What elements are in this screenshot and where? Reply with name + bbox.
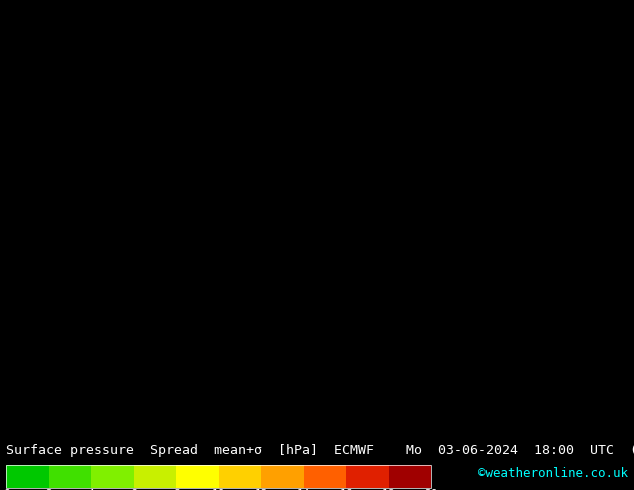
Text: 2: 2	[46, 489, 52, 490]
Bar	[91, 465, 134, 488]
Bar	[346, 465, 389, 488]
Text: 16: 16	[339, 489, 353, 490]
Text: 10: 10	[212, 489, 226, 490]
Bar	[219, 465, 261, 488]
Bar	[6, 465, 431, 488]
Text: 18: 18	[382, 489, 396, 490]
Text: 4: 4	[88, 489, 94, 490]
Bar	[176, 465, 219, 488]
Bar	[261, 465, 304, 488]
Text: ©weatheronline.co.uk: ©weatheronline.co.uk	[477, 466, 628, 480]
Text: 6: 6	[131, 489, 137, 490]
Bar	[304, 465, 346, 488]
Text: 0: 0	[3, 489, 10, 490]
Text: Surface pressure  Spread  mean+σ  [hPa]  ECMWF    Mo  03-06-2024  18:00  UTC  (0: Surface pressure Spread mean+σ [hPa] ECM…	[6, 444, 634, 457]
Bar	[389, 465, 431, 488]
Text: 12: 12	[254, 489, 268, 490]
Bar	[134, 465, 176, 488]
Bar	[6, 465, 49, 488]
Bar	[49, 465, 91, 488]
Text: 14: 14	[297, 489, 311, 490]
Text: 8: 8	[173, 489, 179, 490]
Text: 20: 20	[424, 489, 438, 490]
